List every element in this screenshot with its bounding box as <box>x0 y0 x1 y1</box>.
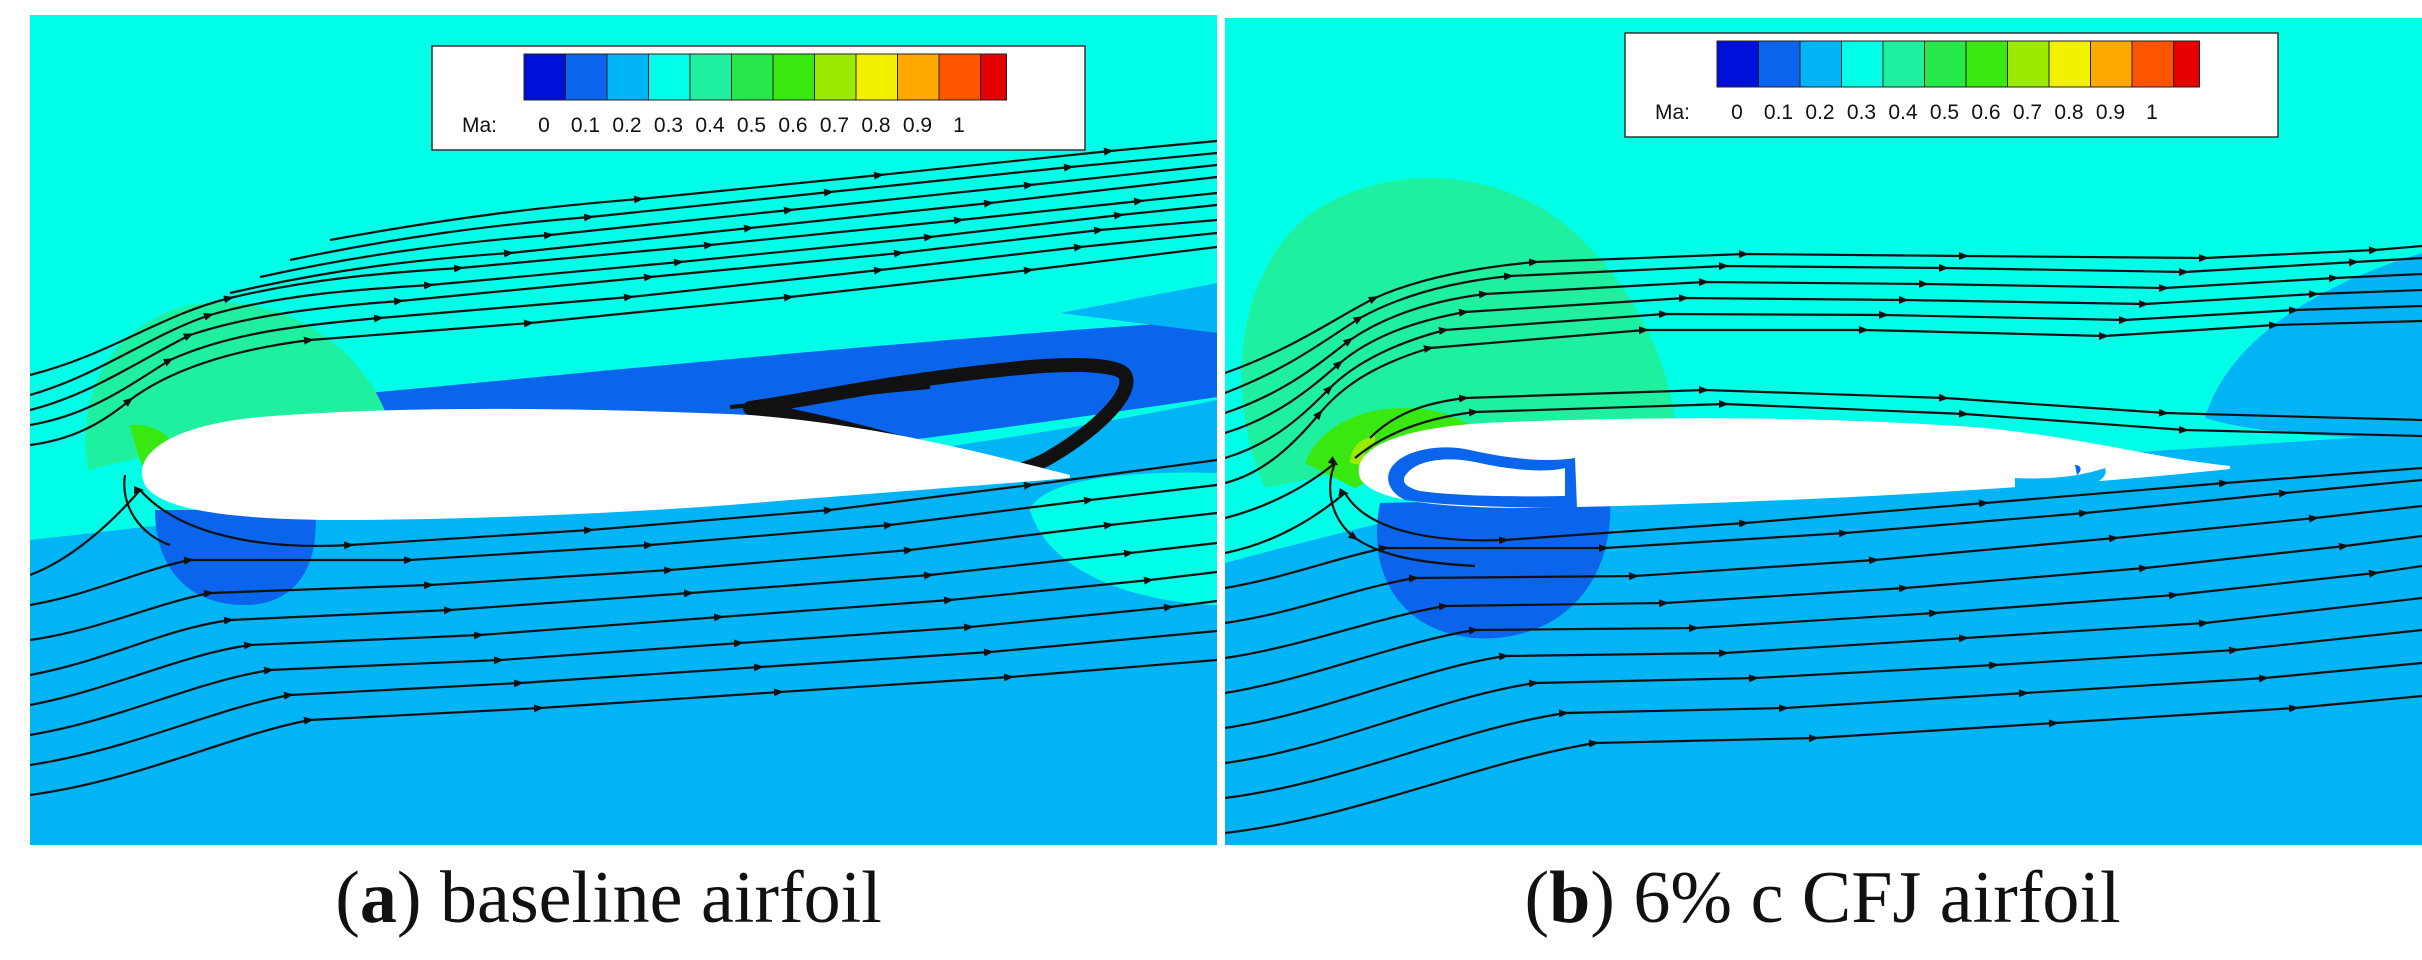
panel-baseline: 0 0.1 0.2 0.3 0.4 0.5 0.6 0.7 0.8 0.9 1 Ma: (a) ba… <box>30 15 1217 939</box>
colorbar-variable-label: Ma: <box>462 114 497 137</box>
colorbar-tick-label: 0.4 <box>695 114 725 137</box>
colorbar-tick-label: 0.5 <box>737 114 766 137</box>
colorbar-swatch <box>731 53 774 101</box>
colorbar-tick-label: 0.7 <box>820 114 849 137</box>
colorbar-swatch <box>1799 40 1842 88</box>
colorbar-tick-label: 0 <box>1731 101 1743 124</box>
colorbar-tick-label: 0.3 <box>654 114 683 137</box>
colorbar-swatch <box>648 53 691 101</box>
colorbar-swatch <box>772 53 815 101</box>
colorbar-swatch <box>523 53 566 101</box>
panel-cfj: 0 0.1 0.2 0.3 0.4 0.5 0.6 0.7 0.8 0.9 1 Ma: (b) 6%… <box>1223 0 2422 960</box>
colorbar-tick-label: 0.1 <box>1764 101 1793 124</box>
colorbar-swatch <box>1924 40 1967 88</box>
colorbar-swatch <box>565 53 608 101</box>
mach-contour-plot-baseline: 0 0.1 0.2 0.3 0.4 0.5 0.6 0.7 0.8 0.9 1 Ma: <box>30 15 1217 845</box>
colorbar-legend: 0 0.1 0.2 0.3 0.4 0.5 0.6 0.7 0.8 0.9 1 Ma: <box>1624 32 2279 138</box>
colorbar-tick-label: 0.2 <box>1805 101 1834 124</box>
colorbar-tick-label: 0.9 <box>2096 101 2125 124</box>
colorbar-swatch <box>2090 40 2133 88</box>
colorbar-tick-label: 0.2 <box>612 114 641 137</box>
colorbar-swatch <box>1965 40 2008 88</box>
caption-baseline: (a) baseline airfoil <box>335 857 882 939</box>
colorbar-swatch <box>897 53 940 101</box>
colorbar-swatch <box>2131 40 2174 88</box>
mach-contour-plot-cfj: 0 0.1 0.2 0.3 0.4 0.5 0.6 0.7 0.8 0.9 1 Ma: <box>1225 18 2422 845</box>
caption-text: baseline airfoil <box>440 857 882 939</box>
colorbar-tick-label: 0.8 <box>861 114 890 137</box>
colorbar-tick-label: 0.7 <box>2013 101 2042 124</box>
colorbar-tick-label: 0.9 <box>903 114 932 137</box>
colorbar-tick-label: 0.4 <box>1888 101 1918 124</box>
caption-text: 6% c CFJ airfoil <box>1633 857 2121 939</box>
colorbar-swatch <box>1882 40 1925 88</box>
streamlines <box>1225 244 2422 835</box>
colorbar-tick-label: 1 <box>953 114 965 137</box>
colorbar-swatch <box>2048 40 2091 88</box>
colorbar-swatch <box>1841 40 1884 88</box>
colorbar-swatch <box>814 53 857 101</box>
colorbar-swatch <box>2173 40 2200 88</box>
colorbar-swatch <box>855 53 898 101</box>
colorbar-variable-label: Ma: <box>1655 101 1690 124</box>
colorbar-swatch <box>606 53 649 101</box>
colorbar-swatch <box>980 53 1007 101</box>
colorbar-swatch <box>938 53 981 101</box>
colorbar-swatch <box>1758 40 1801 88</box>
colorbar-swatch <box>689 53 732 101</box>
colorbar-tick-label: 0.6 <box>1971 101 2000 124</box>
colorbar-tick-label: 0.3 <box>1847 101 1876 124</box>
caption-letter: a <box>359 857 397 939</box>
colorbar-tick-label: 0 <box>538 114 550 137</box>
colorbar-tick-label: 1 <box>2146 101 2158 124</box>
streamlines <box>30 139 1217 797</box>
caption-cfj: (b) 6% c CFJ airfoil <box>1524 857 2121 939</box>
colorbar-legend: 0 0.1 0.2 0.3 0.4 0.5 0.6 0.7 0.8 0.9 1 Ma: <box>431 45 1086 151</box>
caption-letter: b <box>1549 857 1591 939</box>
colorbar-swatch <box>2007 40 2050 88</box>
colorbar-tick-label: 0.6 <box>778 114 807 137</box>
colorbar-tick-label: 0.8 <box>2054 101 2083 124</box>
colorbar-tick-label: 0.5 <box>1930 101 1959 124</box>
colorbar-swatch <box>1716 40 1759 88</box>
colorbar-tick-label: 0.1 <box>571 114 600 137</box>
